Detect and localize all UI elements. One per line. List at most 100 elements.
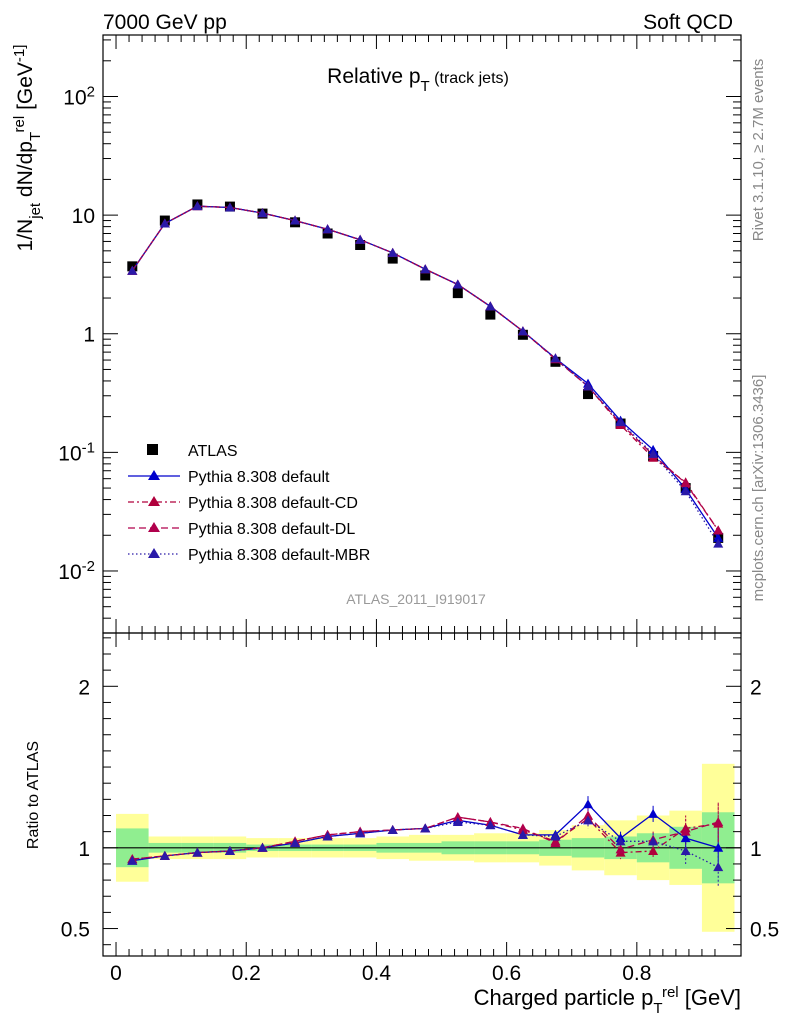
text-piece: 10 xyxy=(63,87,86,110)
series-point-pythia-8-308-default-mbr xyxy=(355,234,366,244)
text-piece: 10 xyxy=(58,561,81,584)
legend-label-atlas: ATLAS xyxy=(188,443,238,460)
text-piece: -1 xyxy=(82,439,95,456)
series-point-pythia-8-308-default-mbr xyxy=(192,201,203,211)
series-point-pythia-8-308-default xyxy=(648,808,659,818)
analysis-annotation: ATLAS_2011_I919017 xyxy=(346,591,486,607)
ratio-y-tick-label-right: 2 xyxy=(750,676,762,699)
series-point-pythia-8-308-default-mbr xyxy=(257,208,268,218)
series-point-pythia-8-308-default-cd xyxy=(648,846,659,856)
x-tick-label: 0 xyxy=(110,962,122,985)
series-point-pythia-8-308-default-mbr xyxy=(355,828,366,838)
text-piece: T xyxy=(27,132,44,141)
series-point-pythia-8-308-default xyxy=(680,833,691,843)
series-point-pythia-8-308-default-mbr xyxy=(550,353,561,363)
y-tick-label: 10-1 xyxy=(58,439,95,465)
series-point-pythia-8-308-default-mbr xyxy=(680,846,691,856)
chart-title: Relative pT (track jets) xyxy=(327,65,509,95)
ratio-y-tick-label-right: 1 xyxy=(750,838,762,861)
series-point-pythia-8-308-default-mbr xyxy=(583,815,594,825)
text-piece: [GeV] xyxy=(679,985,741,1010)
text-piece: [GeV xyxy=(14,62,37,116)
rivet-label: Rivet 3.1.10, ≥ 2.7M events xyxy=(750,59,767,242)
series-point-pythia-8-308-default-mbr xyxy=(485,820,496,830)
text-piece: 2 xyxy=(87,84,95,101)
chart-title-suffix: (track jets) xyxy=(430,70,509,87)
header-right: Soft QCD xyxy=(643,11,733,34)
text-piece: T xyxy=(653,1000,662,1017)
ratio-y-axis-label: Ratio to ATLAS xyxy=(25,741,42,849)
text-piece: jet xyxy=(27,202,44,220)
series-point-pythia-8-308-default-mbr xyxy=(257,842,268,852)
y-tick-label: 10 xyxy=(72,205,95,228)
series-line-pythia-8-308-default xyxy=(131,205,719,539)
text-piece: Charged particle p xyxy=(474,985,654,1010)
ratio-y-tick-label-right: 0.5 xyxy=(750,919,779,942)
ratio-plot: 0.5 0.5 1 1 2 2 0 0.2 0.4 0.6 0.8 Ratio to ATLAS Cha… xyxy=(25,632,779,1017)
text-piece: -2 xyxy=(82,558,95,575)
text-piece: dN/dp xyxy=(14,141,37,203)
series-point-pythia-8-308-default-mbr xyxy=(420,823,431,833)
series-point-pythia-8-308-default-mbr xyxy=(322,831,333,841)
ratio-y-tick-label: 2 xyxy=(78,676,90,699)
atlas-point xyxy=(485,309,496,320)
series-point-pythia-8-308-default-mbr xyxy=(159,218,170,228)
series-point-pythia-8-308-default-mbr xyxy=(159,850,170,860)
series-point-pythia-8-308-default-dl xyxy=(550,837,561,847)
series-point-pythia-8-308-default-dl xyxy=(615,844,626,854)
series-point-pythia-8-308-default-mbr xyxy=(452,816,463,826)
series-point-pythia-8-308-default-mbr xyxy=(517,326,528,336)
series-point-pythia-8-308-default-dl xyxy=(713,525,724,535)
ratio-y-tick-label: 1 xyxy=(78,838,90,861)
x-tick-label: 0.4 xyxy=(362,962,392,985)
y-tick-label: 10-2 xyxy=(58,558,95,584)
series-point-pythia-8-308-default-dl xyxy=(680,826,691,836)
atlas-point xyxy=(420,270,431,281)
legend-swatch-marker xyxy=(148,496,160,506)
series-point-pythia-8-308-default-mbr xyxy=(224,202,235,212)
legend-swatch-atlas xyxy=(147,444,158,455)
series-point-pythia-8-308-default-mbr xyxy=(615,836,626,846)
series-point-pythia-8-308-default-mbr xyxy=(452,279,463,289)
labels: 7000 GeV pp Soft QCD Rivet 3.1.10, ≥ 2.7… xyxy=(103,11,767,601)
text-piece: T xyxy=(421,78,430,95)
series-point-pythia-8-308-default-mbr xyxy=(290,215,301,225)
series-point-pythia-8-308-default-mbr xyxy=(420,264,431,274)
series-point-pythia-8-308-default-mbr xyxy=(713,538,724,548)
source-label: mcplots.cern.ch [arXiv:1306.3436] xyxy=(750,375,767,602)
legend-swatch-marker xyxy=(148,548,160,558)
text-piece: 10 xyxy=(72,205,95,228)
series-point-pythia-8-308-default-mbr xyxy=(127,265,138,275)
legend-swatch-marker xyxy=(148,522,160,532)
text-piece: rel xyxy=(662,984,679,1001)
series-point-pythia-8-308-default-mbr xyxy=(290,837,301,847)
legend-swatch-marker xyxy=(148,470,160,480)
atlas-point xyxy=(355,239,366,250)
x-tick-label: 0.6 xyxy=(492,962,521,985)
series-point-pythia-8-308-default-mbr xyxy=(680,486,691,496)
legend-label-pythia-8-308-default-cd: Pythia 8.308 default-CD xyxy=(188,495,358,512)
atlas-point xyxy=(452,288,463,299)
series-point-pythia-8-308-default-dl xyxy=(583,810,594,820)
series-point-pythia-8-308-default-mbr xyxy=(485,301,496,311)
text-piece: Relative p xyxy=(327,65,420,88)
series-point-pythia-8-308-default-mbr xyxy=(648,836,659,846)
atlas-point xyxy=(387,253,398,264)
x-tick-label: 0.8 xyxy=(622,962,651,985)
y-tick-label: 1 xyxy=(83,324,95,347)
text-piece: 10 xyxy=(58,442,81,465)
legend-label-pythia-8-308-default: Pythia 8.308 default xyxy=(188,469,330,486)
series-point-pythia-8-308-default-dl xyxy=(452,812,463,822)
legend-label-pythia-8-308-default-dl: Pythia 8.308 default-DL xyxy=(188,521,355,538)
legend-label-pythia-8-308-default-mbr: Pythia 8.308 default-MBR xyxy=(188,547,370,564)
series-line-pythia-8-308-default-mbr xyxy=(131,205,719,544)
series-point-pythia-8-308-default-mbr xyxy=(192,847,203,857)
series-point-pythia-8-308-default-dl xyxy=(517,823,528,833)
text-piece: rel xyxy=(11,116,28,133)
series-point-pythia-8-308-default-mbr xyxy=(713,862,724,872)
series-point-pythia-8-308-default-mbr xyxy=(615,417,626,427)
series-point-pythia-8-308-default-mbr xyxy=(387,247,398,257)
y-tick-label: 102 xyxy=(63,84,95,110)
series-point-pythia-8-308-default-dl xyxy=(713,816,724,826)
